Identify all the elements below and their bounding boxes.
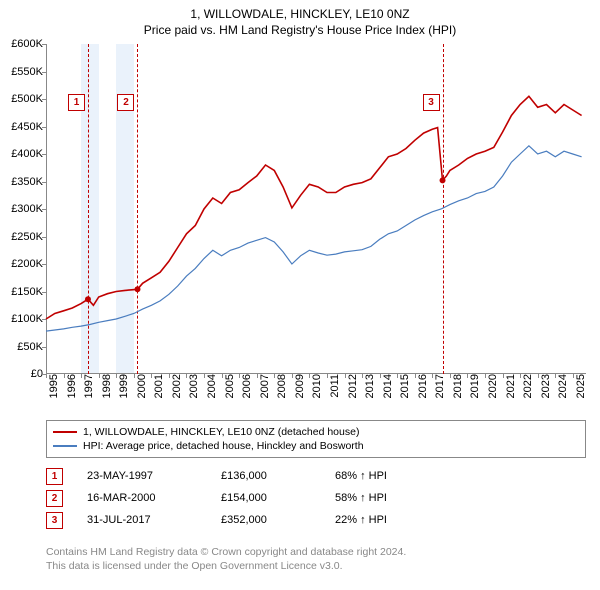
sale-hpi-delta: 58% ↑ HPI xyxy=(335,492,425,504)
sale-price: £154,000 xyxy=(221,492,311,504)
x-tick-mark xyxy=(292,374,293,378)
x-tick-mark xyxy=(467,374,468,378)
x-tick-mark xyxy=(555,374,556,378)
x-tick-mark xyxy=(46,374,47,378)
sale-point xyxy=(440,177,446,183)
y-tick-label: £150K xyxy=(11,286,46,298)
y-tick-label: £200K xyxy=(11,258,46,270)
legend-swatch xyxy=(53,445,77,447)
x-tick-mark xyxy=(274,374,275,378)
sale-date: 23-MAY-1997 xyxy=(87,470,197,482)
sale-marker-box: 1 xyxy=(68,94,85,111)
y-tick-label: £550K xyxy=(11,66,46,78)
sales-row: 1 23-MAY-1997 £136,000 68% ↑ HPI xyxy=(46,465,425,487)
legend-row: HPI: Average price, detached house, Hinc… xyxy=(53,439,579,453)
y-tick-label: £400K xyxy=(11,148,46,160)
sale-price: £136,000 xyxy=(221,470,311,482)
sales-table: 1 23-MAY-1997 £136,000 68% ↑ HPI 2 16-MAR-200… xyxy=(46,465,425,531)
title-line1: 1, WILLOWDALE, HINCKLEY, LE10 0NZ xyxy=(0,6,600,22)
sale-hpi-delta: 22% ↑ HPI xyxy=(335,514,425,526)
legend: 1, WILLOWDALE, HINCKLEY, LE10 0NZ (detac… xyxy=(46,420,586,458)
title-line2: Price paid vs. HM Land Registry's House … xyxy=(0,22,600,38)
sale-date: 16-MAR-2000 xyxy=(87,492,197,504)
legend-label: 1, WILLOWDALE, HINCKLEY, LE10 0NZ (detac… xyxy=(83,425,359,439)
plot-area: £0£50K£100K£150K£200K£250K£300K£350K£400… xyxy=(46,44,586,374)
x-tick-mark xyxy=(573,374,574,378)
x-tick-mark xyxy=(116,374,117,378)
x-tick-mark xyxy=(134,374,135,378)
x-tick-mark xyxy=(450,374,451,378)
y-tick-label: £450K xyxy=(11,121,46,133)
sale-marker-box: 2 xyxy=(46,490,63,507)
sale-marker-box: 3 xyxy=(423,94,440,111)
x-tick-mark xyxy=(362,374,363,378)
x-tick-mark xyxy=(345,374,346,378)
footer-line1: Contains HM Land Registry data © Crown c… xyxy=(46,545,406,559)
x-tick-mark xyxy=(99,374,100,378)
y-tick-label: £100K xyxy=(11,313,46,325)
x-tick-mark xyxy=(257,374,258,378)
x-tick-mark xyxy=(397,374,398,378)
x-tick-mark xyxy=(432,374,433,378)
x-tick-mark xyxy=(151,374,152,378)
sale-point xyxy=(134,286,140,292)
footer-line2: This data is licensed under the Open Gov… xyxy=(46,559,406,573)
y-tick-label: £300K xyxy=(11,203,46,215)
sale-marker-box: 3 xyxy=(46,512,63,529)
x-tick-mark xyxy=(503,374,504,378)
x-tick-mark xyxy=(169,374,170,378)
y-tick-label: £500K xyxy=(11,93,46,105)
x-tick-mark xyxy=(327,374,328,378)
x-tick-mark xyxy=(204,374,205,378)
y-tick-label: £350K xyxy=(11,176,46,188)
x-tick-mark xyxy=(380,374,381,378)
y-tick-label: £250K xyxy=(11,231,46,243)
x-tick-mark xyxy=(520,374,521,378)
x-tick-mark xyxy=(239,374,240,378)
x-tick-mark xyxy=(81,374,82,378)
x-tick-mark xyxy=(186,374,187,378)
sale-marker-box: 2 xyxy=(117,94,134,111)
sales-row: 2 16-MAR-2000 £154,000 58% ↑ HPI xyxy=(46,487,425,509)
x-tick-mark xyxy=(64,374,65,378)
sale-date: 31-JUL-2017 xyxy=(87,514,197,526)
x-tick-mark xyxy=(485,374,486,378)
x-tick-mark xyxy=(309,374,310,378)
x-tick-mark xyxy=(538,374,539,378)
chart-title: 1, WILLOWDALE, HINCKLEY, LE10 0NZPrice p… xyxy=(0,0,600,38)
sale-point xyxy=(85,296,91,302)
series-price_paid xyxy=(46,96,582,319)
legend-swatch xyxy=(53,431,77,433)
sale-marker-box: 1 xyxy=(46,468,63,485)
x-tick-mark xyxy=(415,374,416,378)
y-tick-label: £600K xyxy=(11,38,46,50)
legend-label: HPI: Average price, detached house, Hinc… xyxy=(83,439,364,453)
x-tick-mark xyxy=(222,374,223,378)
sale-price: £352,000 xyxy=(221,514,311,526)
sale-hpi-delta: 68% ↑ HPI xyxy=(335,470,425,482)
sales-row: 3 31-JUL-2017 £352,000 22% ↑ HPI xyxy=(46,509,425,531)
series-hpi xyxy=(46,146,582,331)
legend-row: 1, WILLOWDALE, HINCKLEY, LE10 0NZ (detac… xyxy=(53,425,579,439)
footer: Contains HM Land Registry data © Crown c… xyxy=(46,545,406,573)
